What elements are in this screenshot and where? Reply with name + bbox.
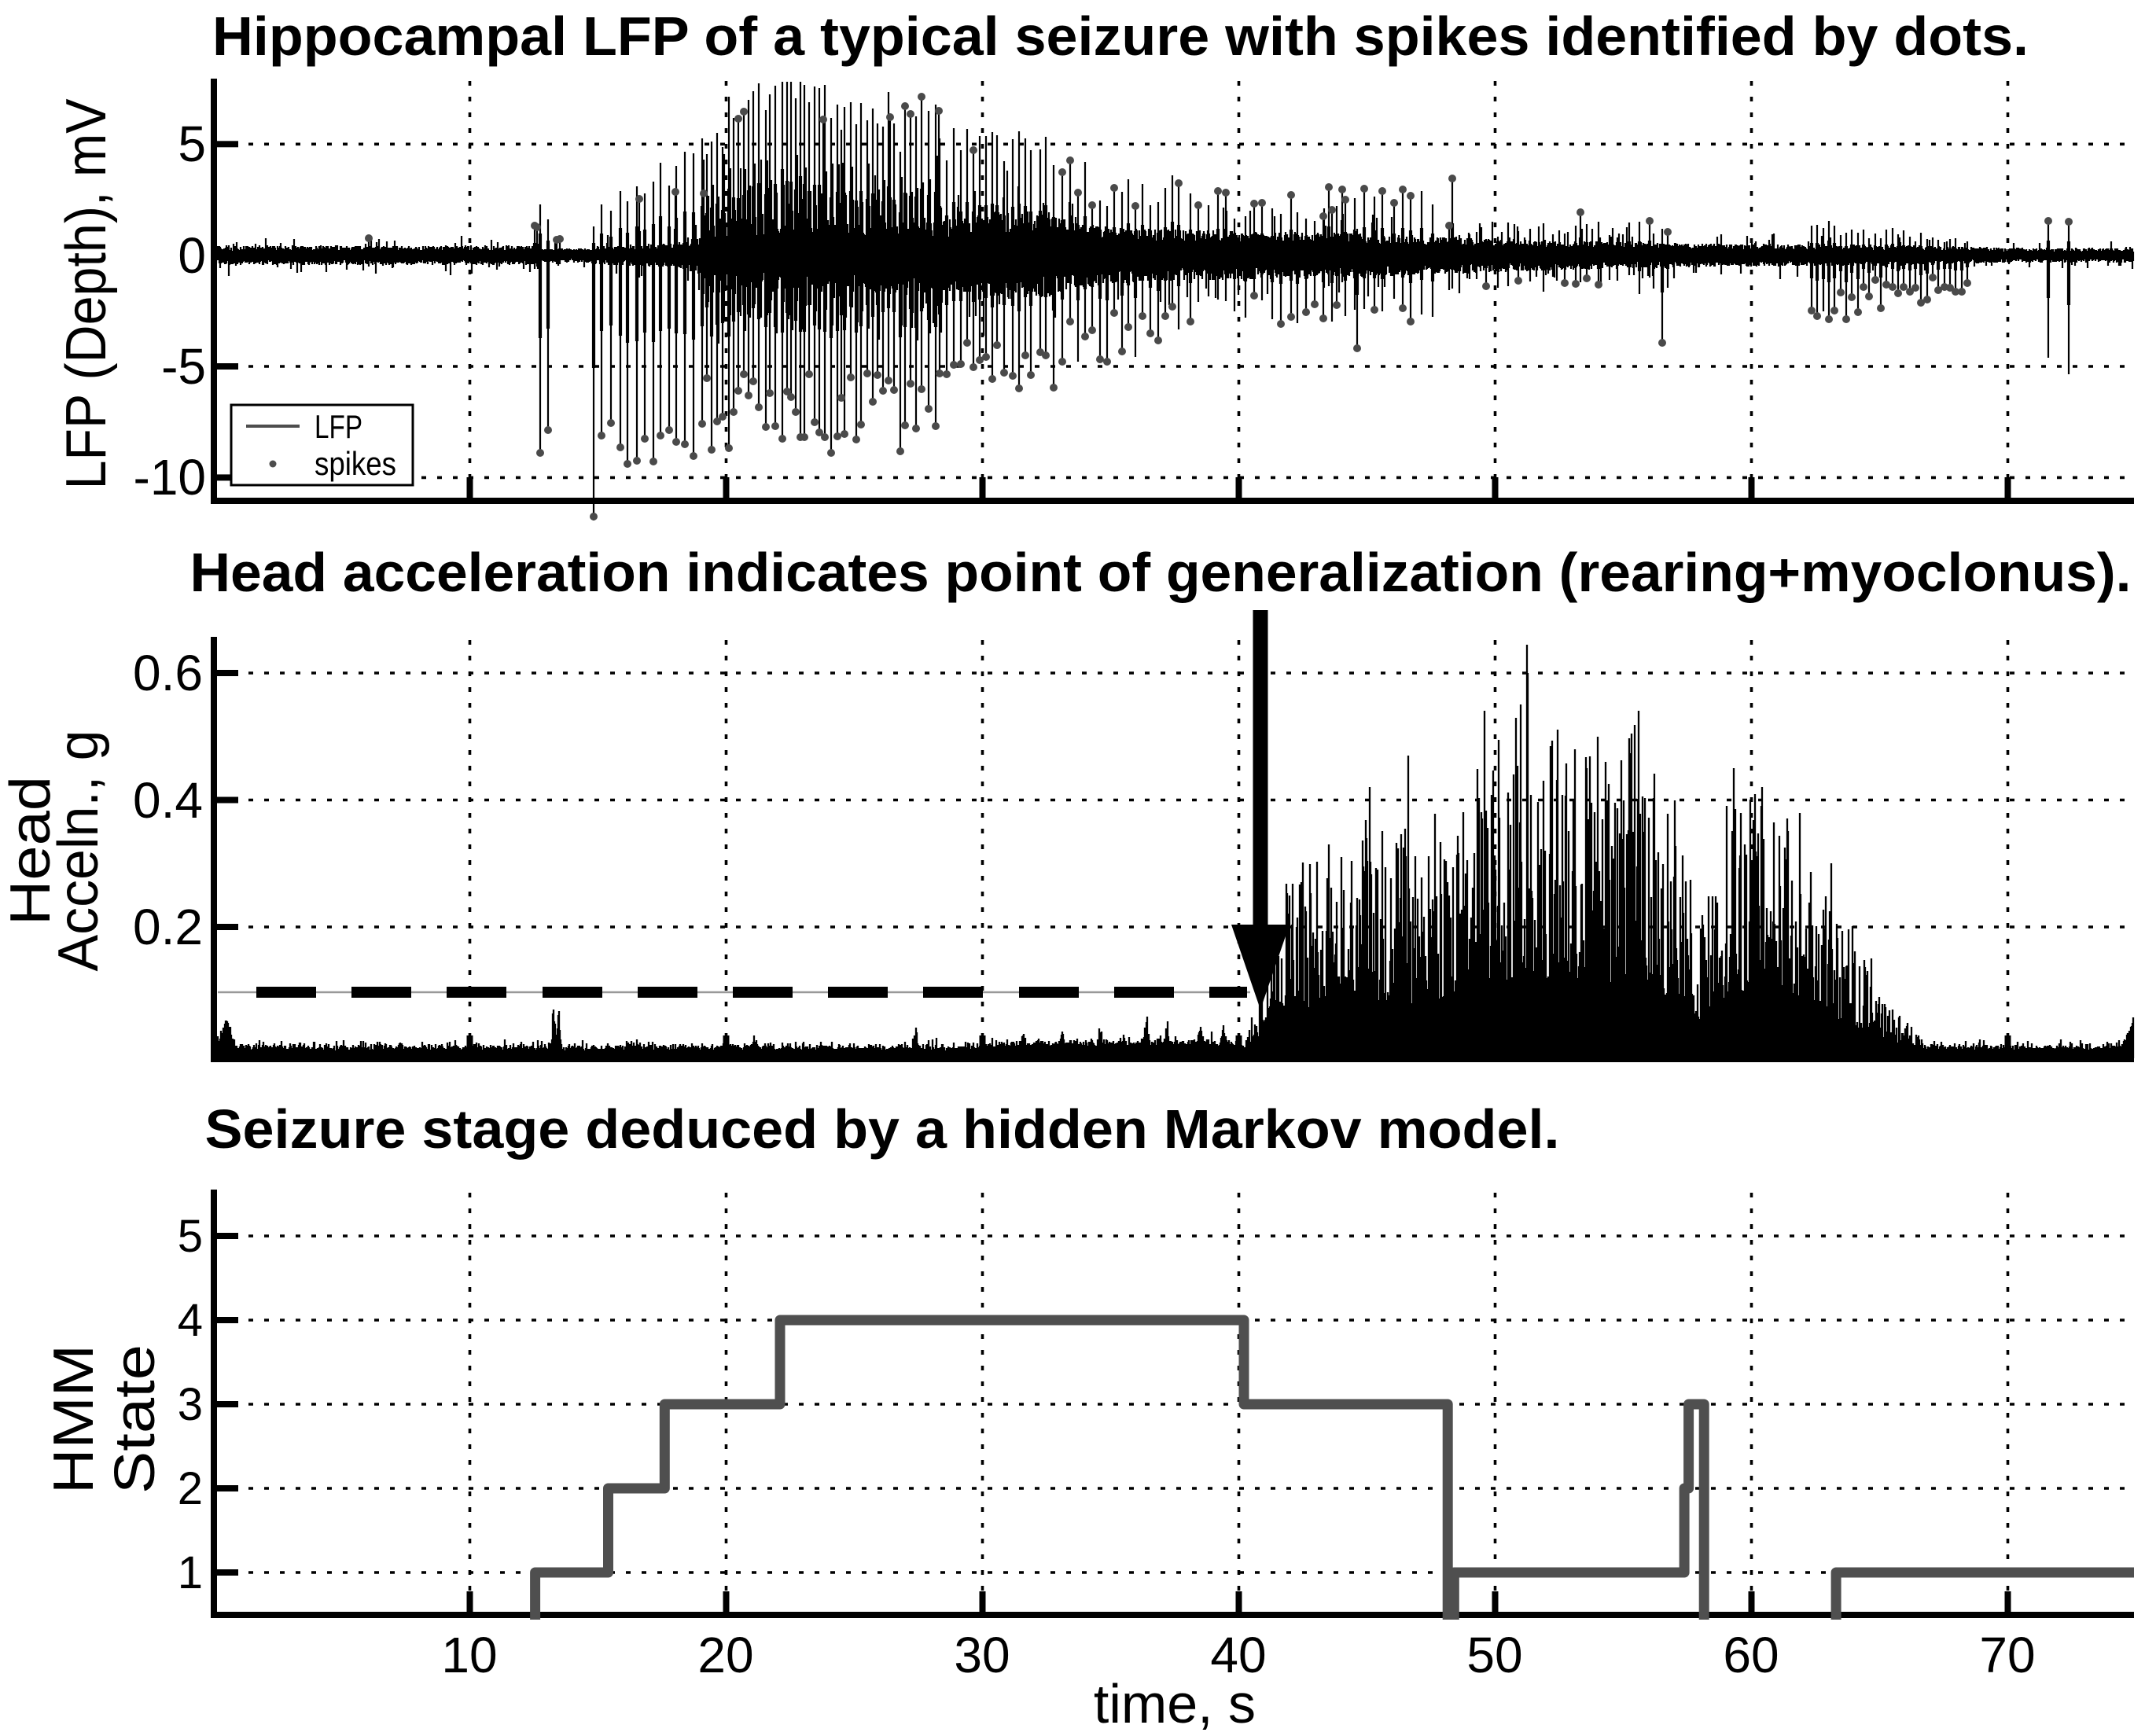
svg-text:Seizure stage deduced by a hid: Seizure stage deduced by a hidden Markov… (205, 1098, 1560, 1160)
svg-text:HMM: HMM (42, 1344, 105, 1494)
svg-text:10: 10 (441, 1627, 497, 1683)
svg-text:70: 70 (1979, 1627, 2035, 1683)
svg-text:LFP: LFP (315, 408, 362, 445)
svg-text:Head: Head (0, 776, 62, 925)
svg-text:5: 5 (178, 116, 206, 172)
svg-text:0.4: 0.4 (133, 772, 203, 829)
svg-text:4: 4 (178, 1295, 203, 1346)
svg-text:LFP (Depth), mV: LFP (Depth), mV (55, 99, 118, 490)
svg-text:60: 60 (1723, 1627, 1779, 1683)
svg-text:30: 30 (954, 1627, 1010, 1683)
svg-text:1: 1 (178, 1547, 203, 1598)
svg-text:0: 0 (178, 227, 206, 284)
svg-text:0.2: 0.2 (133, 899, 203, 955)
svg-text:Acceln., g: Acceln., g (47, 730, 110, 972)
svg-text:50: 50 (1466, 1627, 1522, 1683)
svg-text:2: 2 (178, 1463, 203, 1514)
svg-text:-10: -10 (134, 449, 207, 506)
svg-text:5: 5 (178, 1211, 203, 1262)
svg-text:20: 20 (697, 1627, 753, 1683)
svg-text:time, s: time, s (1094, 1673, 1256, 1734)
svg-text:Hippocampal LFP of a typical s: Hippocampal LFP of a typical seizure wit… (212, 6, 2029, 67)
svg-text:3: 3 (178, 1379, 203, 1430)
svg-text:0.6: 0.6 (133, 645, 203, 701)
svg-text:spikes: spikes (315, 445, 396, 482)
svg-text:Head acceleration indicates po: Head acceleration indicates point of gen… (190, 542, 2132, 603)
svg-text:-5: -5 (161, 338, 206, 395)
svg-text:State: State (104, 1344, 167, 1494)
svg-text:40: 40 (1210, 1627, 1266, 1683)
